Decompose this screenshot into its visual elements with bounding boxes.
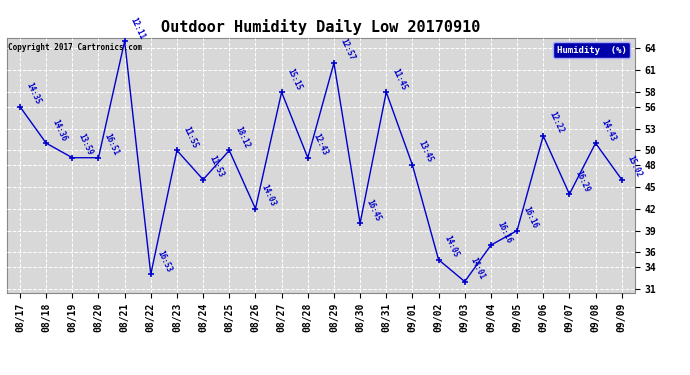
Text: 18:12: 18:12	[233, 125, 251, 150]
Text: 14:35: 14:35	[24, 81, 42, 106]
Text: 14:36: 14:36	[50, 118, 68, 142]
Text: 12:11: 12:11	[129, 16, 147, 40]
Text: 12:22: 12:22	[547, 110, 565, 135]
Text: 16:51: 16:51	[103, 132, 121, 157]
Text: 16:45: 16:45	[364, 198, 382, 222]
Text: 11:55: 11:55	[181, 125, 199, 150]
Text: 14:03: 14:03	[259, 183, 277, 208]
Text: 16:53: 16:53	[155, 249, 173, 273]
Text: 13:59: 13:59	[77, 132, 95, 157]
Text: 11:45: 11:45	[391, 67, 408, 92]
Text: 16:29: 16:29	[573, 169, 591, 194]
Title: Outdoor Humidity Daily Low 20170910: Outdoor Humidity Daily Low 20170910	[161, 19, 480, 35]
Text: 12:57: 12:57	[338, 38, 356, 62]
Text: 15:02: 15:02	[626, 154, 644, 179]
Text: 14:43: 14:43	[600, 118, 618, 142]
Text: 15:15: 15:15	[286, 67, 304, 92]
Text: 13:45: 13:45	[417, 140, 435, 164]
Text: 14:01: 14:01	[469, 256, 487, 281]
Text: 16:16: 16:16	[521, 205, 539, 230]
Text: 12:43: 12:43	[312, 132, 330, 157]
Text: 14:05: 14:05	[443, 234, 461, 259]
Text: 11:53: 11:53	[207, 154, 225, 179]
Text: 16:16: 16:16	[495, 220, 513, 245]
Legend: Humidity  (%): Humidity (%)	[553, 42, 630, 58]
Text: Copyright 2017 Cartronics.com: Copyright 2017 Cartronics.com	[8, 43, 142, 52]
